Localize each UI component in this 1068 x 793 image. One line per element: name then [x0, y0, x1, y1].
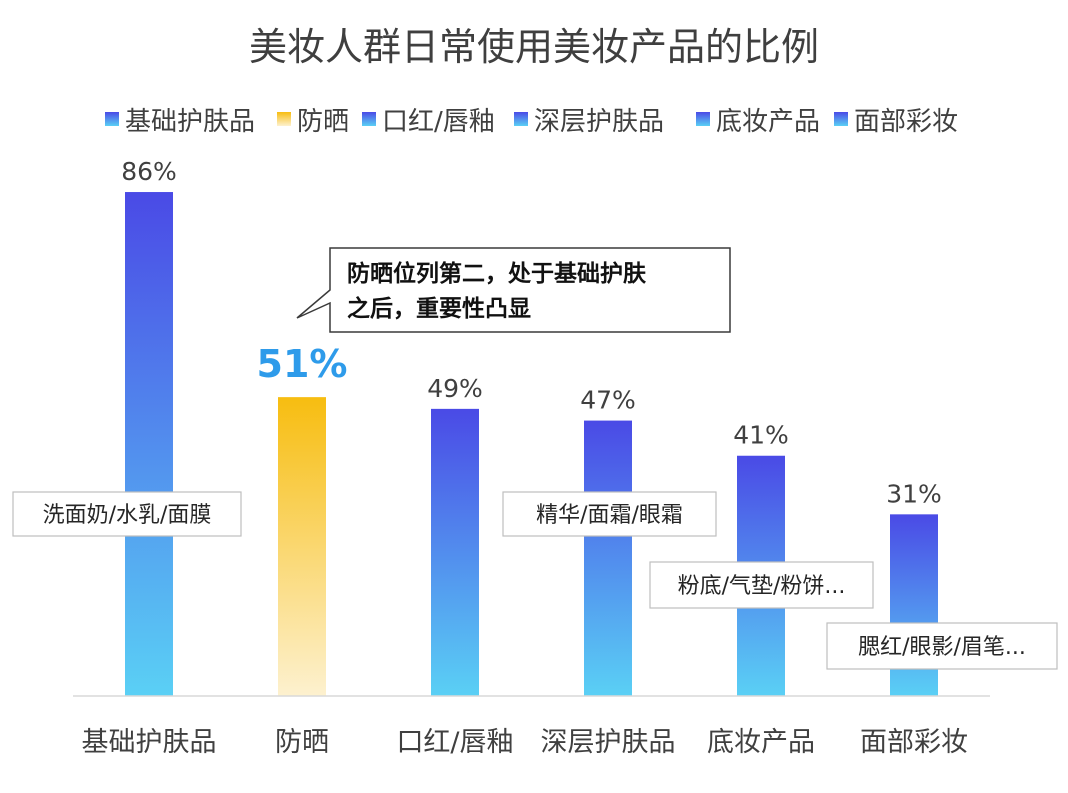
annotation-label: 精华/面霜/眼霜 [536, 503, 683, 528]
chart-title: 美妆人群日常使用美妆产品的比例 [249, 25, 819, 69]
legend-label: 口红/唇釉 [382, 107, 495, 137]
value-label: 47% [580, 386, 636, 415]
callout-line-2: 之后，重要性凸显 [347, 295, 531, 322]
value-label: 51% [257, 342, 348, 386]
callout-bubble [296, 247, 731, 333]
legend-label: 面部彩妆 [854, 107, 958, 137]
legend-swatch [834, 112, 848, 126]
annotation-box [649, 561, 874, 609]
annotation-label: 粉底/气垫/粉饼... [678, 574, 846, 599]
legend-swatch [696, 112, 710, 126]
legend-swatch [514, 112, 528, 126]
annotation-label: 腮红/眼影/眉笔... [858, 635, 1026, 660]
legend-label: 防晒 [297, 107, 349, 137]
callout-line-1: 防晒位列第二，处于基础护肤 [347, 260, 647, 287]
bar [278, 397, 326, 696]
annotation-box [826, 622, 1058, 670]
callout: 防晒位列第二，处于基础护肤 之后，重要性凸显 [296, 247, 731, 333]
annotation-box [502, 491, 717, 537]
bar [584, 420, 632, 696]
category-label: 底妆产品 [707, 727, 815, 758]
annotation-label: 洗面奶/水乳/面膜 [43, 503, 212, 528]
category-label: 深层护肤品 [541, 727, 676, 758]
category-label: 防晒 [275, 727, 329, 758]
bar [431, 408, 479, 696]
legend-swatch [277, 112, 291, 126]
value-label: 49% [427, 374, 483, 403]
value-label: 41% [733, 421, 789, 450]
category-label: 口红/唇釉 [396, 727, 513, 758]
bar [125, 192, 173, 697]
legend-swatch [362, 112, 376, 126]
value-label: 31% [886, 479, 942, 508]
value-label: 86% [121, 157, 177, 186]
bars-layer: 86% 基础护肤品 洗面奶/水乳/面膜 51% 防晒 49% 口红/唇釉 47% 深层护肤品 精华… [12, 157, 1058, 758]
legend: 基础护肤品 防晒 口红/唇釉 深层护肤品 底妆产品 面部彩妆 [105, 107, 958, 137]
legend-label: 基础护肤品 [125, 107, 255, 137]
category-label: 基础护肤品 [82, 727, 217, 758]
category-label: 面部彩妆 [860, 727, 968, 758]
legend-label: 底妆产品 [716, 107, 820, 137]
legend-label: 深层护肤品 [534, 107, 664, 137]
legend-swatch [105, 112, 119, 126]
annotation-box [12, 491, 242, 537]
